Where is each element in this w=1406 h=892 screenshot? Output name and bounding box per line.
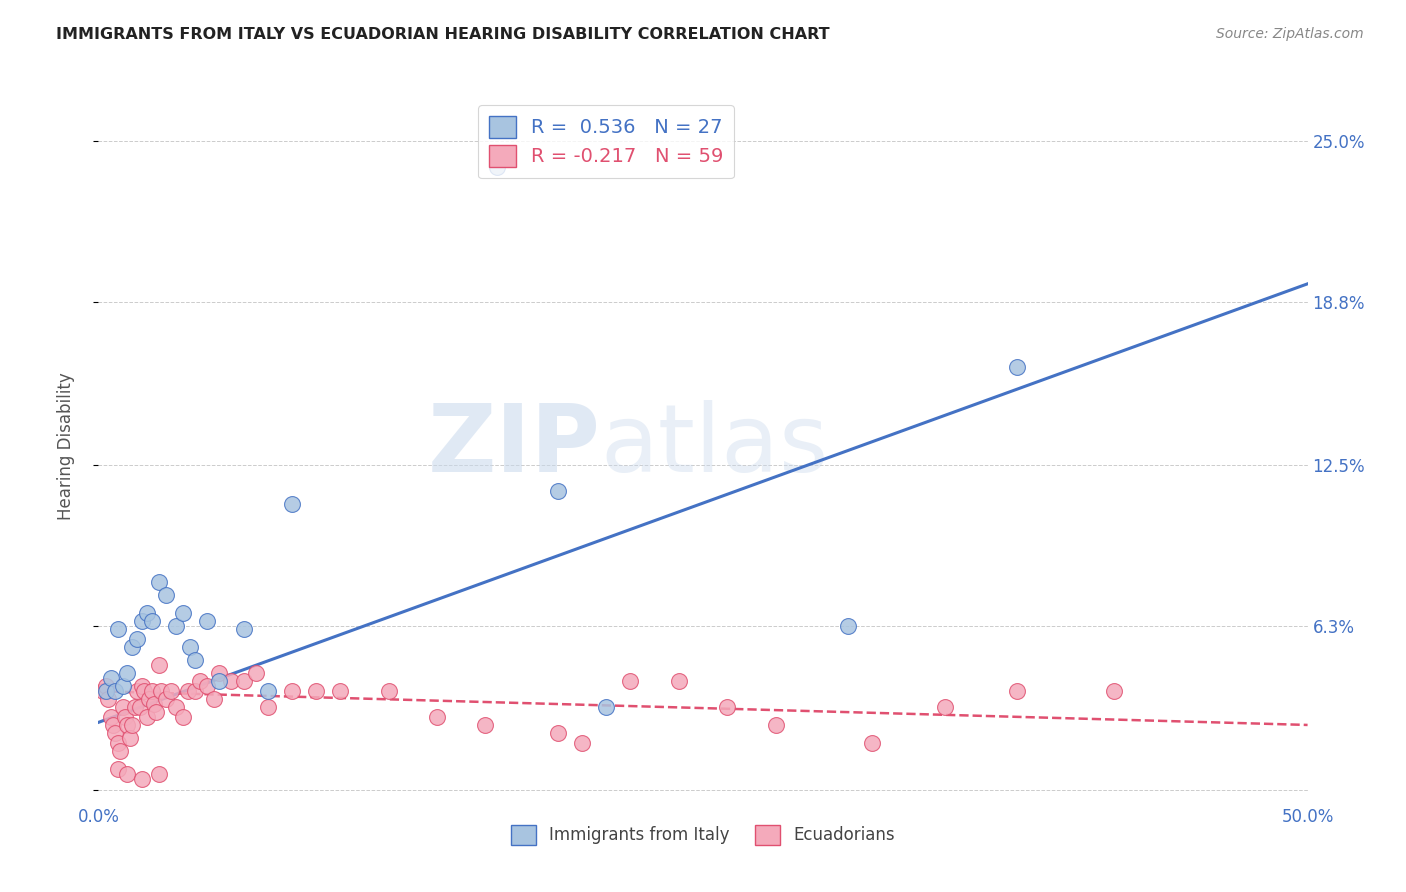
Point: [155, 588, 177, 602]
Point: [571, 736, 593, 750]
Point: [221, 673, 243, 688]
Point: [145, 705, 167, 719]
Point: [426, 710, 449, 724]
Point: [134, 684, 156, 698]
Point: [934, 699, 956, 714]
Point: [256, 699, 278, 714]
Point: [100, 710, 122, 724]
Point: [101, 718, 124, 732]
Point: [121, 640, 143, 654]
Point: [165, 699, 187, 714]
Point: [305, 684, 328, 698]
Point: [141, 684, 163, 698]
Point: [121, 718, 143, 732]
Point: [619, 673, 641, 688]
Point: [668, 673, 690, 688]
Point: [91, 684, 114, 698]
Point: [155, 692, 177, 706]
Point: [100, 671, 122, 685]
Point: [281, 684, 304, 698]
Point: [281, 497, 304, 511]
Point: [104, 725, 127, 739]
Point: [765, 718, 787, 732]
Point: [1007, 359, 1029, 374]
Y-axis label: Hearing Disability: Hearing Disability: [56, 372, 75, 520]
Point: [195, 679, 218, 693]
Point: [114, 710, 136, 724]
Point: [204, 692, 226, 706]
Point: [716, 699, 738, 714]
Point: [177, 684, 200, 698]
Text: IMMIGRANTS FROM ITALY VS ECUADORIAN HEARING DISABILITY CORRELATION CHART: IMMIGRANTS FROM ITALY VS ECUADORIAN HEAR…: [56, 27, 830, 42]
Point: [135, 710, 157, 724]
Point: [94, 684, 117, 698]
Point: [377, 684, 399, 698]
Point: [127, 684, 149, 698]
Point: [1102, 684, 1125, 698]
Point: [208, 666, 231, 681]
Point: [184, 684, 207, 698]
Point: [256, 684, 278, 698]
Point: [107, 736, 129, 750]
Point: [860, 736, 883, 750]
Point: [188, 673, 211, 688]
Point: [245, 666, 267, 681]
Point: [150, 684, 173, 698]
Point: [148, 575, 170, 590]
Point: [172, 710, 194, 724]
Point: [111, 699, 134, 714]
Point: [143, 697, 166, 711]
Point: [131, 679, 153, 693]
Point: [486, 160, 509, 174]
Text: ZIP: ZIP: [427, 400, 600, 492]
Point: [148, 658, 170, 673]
Point: [107, 622, 129, 636]
Point: [837, 619, 859, 633]
Point: [595, 699, 617, 714]
Point: [232, 673, 254, 688]
Point: [208, 673, 231, 688]
Point: [97, 692, 120, 706]
Point: [128, 699, 150, 714]
Point: [547, 484, 569, 499]
Point: [141, 614, 163, 628]
Point: [127, 632, 149, 647]
Point: [148, 767, 170, 781]
Point: [124, 699, 146, 714]
Point: [117, 666, 139, 681]
Point: [131, 614, 153, 628]
Point: [165, 619, 187, 633]
Text: Source: ZipAtlas.com: Source: ZipAtlas.com: [1216, 27, 1364, 41]
Point: [131, 772, 153, 787]
Point: [108, 744, 131, 758]
Point: [184, 653, 207, 667]
Point: [1007, 684, 1029, 698]
Point: [179, 640, 201, 654]
Point: [172, 607, 194, 621]
Point: [94, 679, 117, 693]
Point: [160, 684, 183, 698]
Point: [111, 679, 134, 693]
Point: [117, 718, 139, 732]
Point: [104, 684, 127, 698]
Point: [118, 731, 141, 745]
Point: [117, 767, 139, 781]
Point: [547, 725, 569, 739]
Point: [329, 684, 352, 698]
Point: [107, 762, 129, 776]
Point: [474, 718, 496, 732]
Point: [195, 614, 218, 628]
Legend: Immigrants from Italy, Ecuadorians: Immigrants from Italy, Ecuadorians: [505, 818, 901, 852]
Point: [135, 607, 157, 621]
Text: atlas: atlas: [600, 400, 828, 492]
Point: [138, 692, 160, 706]
Point: [232, 622, 254, 636]
